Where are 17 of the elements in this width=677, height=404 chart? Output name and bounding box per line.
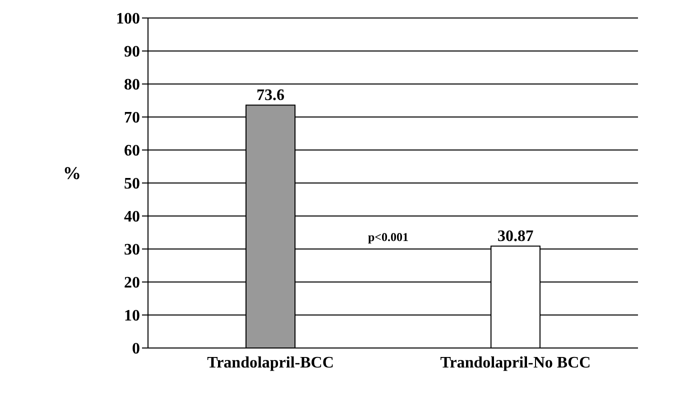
y-tick-label: 0 xyxy=(132,340,140,358)
y-tick-label: 70 xyxy=(124,110,140,127)
x-tick-label: Trandolapril-No BCC xyxy=(440,354,591,372)
y-tick-label: 10 xyxy=(124,308,140,325)
y-tick-label: 60 xyxy=(124,142,140,160)
data-label: 73.6 xyxy=(256,87,284,104)
data-label: 30.87 xyxy=(498,228,534,246)
y-axis-title: % xyxy=(63,163,81,184)
annotation: p<0.001 xyxy=(368,230,409,245)
y-tick-label: 80 xyxy=(124,76,140,94)
x-tick-label: Trandolapril-BCC xyxy=(207,354,334,372)
y-tick-label: 40 xyxy=(124,208,140,226)
y-tick-label: 30 xyxy=(124,242,140,259)
y-tick-label: 100 xyxy=(116,10,140,28)
y-tick-label: 20 xyxy=(124,274,140,292)
y-tick-label: 90 xyxy=(124,44,140,61)
y-tick-label: 50 xyxy=(124,176,140,193)
